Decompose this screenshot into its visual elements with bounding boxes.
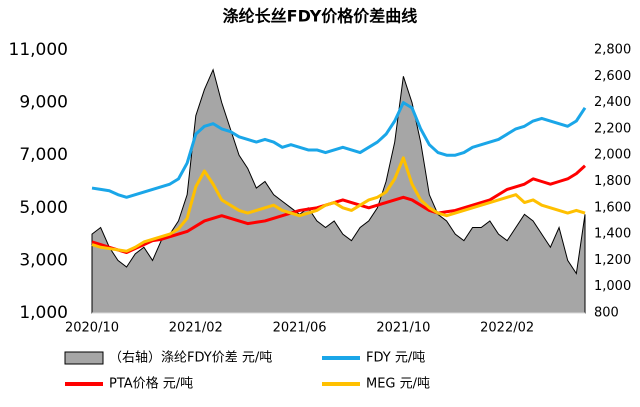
y-tick-label: 7,000 [19,145,68,165]
legend-label: FDY 元/吨 [366,351,425,366]
y2-tick-label: 1,800 [594,174,631,189]
y2-tick-label: 2,400 [594,95,631,110]
chart-title: 涤纶长丝FDY价格价差曲线 [223,7,418,26]
series-line [91,164,587,255]
y2-tick-label: 2,600 [594,69,631,84]
x-tick-label: 2021/06 [273,321,327,336]
y2-tick-label: 1,000 [594,279,631,294]
y2-tick-label: 1,200 [594,253,631,268]
y2-tick-label: 2,200 [594,121,631,136]
legend-label: MEG 元/吨 [366,377,430,392]
legend-label: PTA价格 元/吨 [109,376,193,392]
y-tick-label: 9,000 [19,93,68,113]
series-line [91,101,587,199]
y-tick-label: 3,000 [19,250,68,270]
x-tick-label: 2022/02 [480,321,534,336]
y2-tick-label: 1,400 [594,227,631,242]
y-tick-label: 1,000 [19,303,68,323]
x-tick-label: 2021/02 [169,321,223,336]
spread-area [91,68,586,314]
legend-label: （右轴）涤纶FDY价差 元/吨 [109,351,272,366]
y2-tick-label: 1,600 [594,200,631,215]
series-line [91,156,586,253]
y2-tick-label: 800 [594,306,619,321]
y-tick-label: 5,000 [19,198,68,218]
legend-swatch [64,351,104,365]
x-tick-label: 2021/10 [376,321,430,336]
y2-tick-label: 2,000 [594,148,631,163]
x-tick-label: 2020/10 [65,321,119,336]
y-tick-label: 11,000 [9,40,68,60]
y2-tick-label: 2,800 [594,43,631,58]
